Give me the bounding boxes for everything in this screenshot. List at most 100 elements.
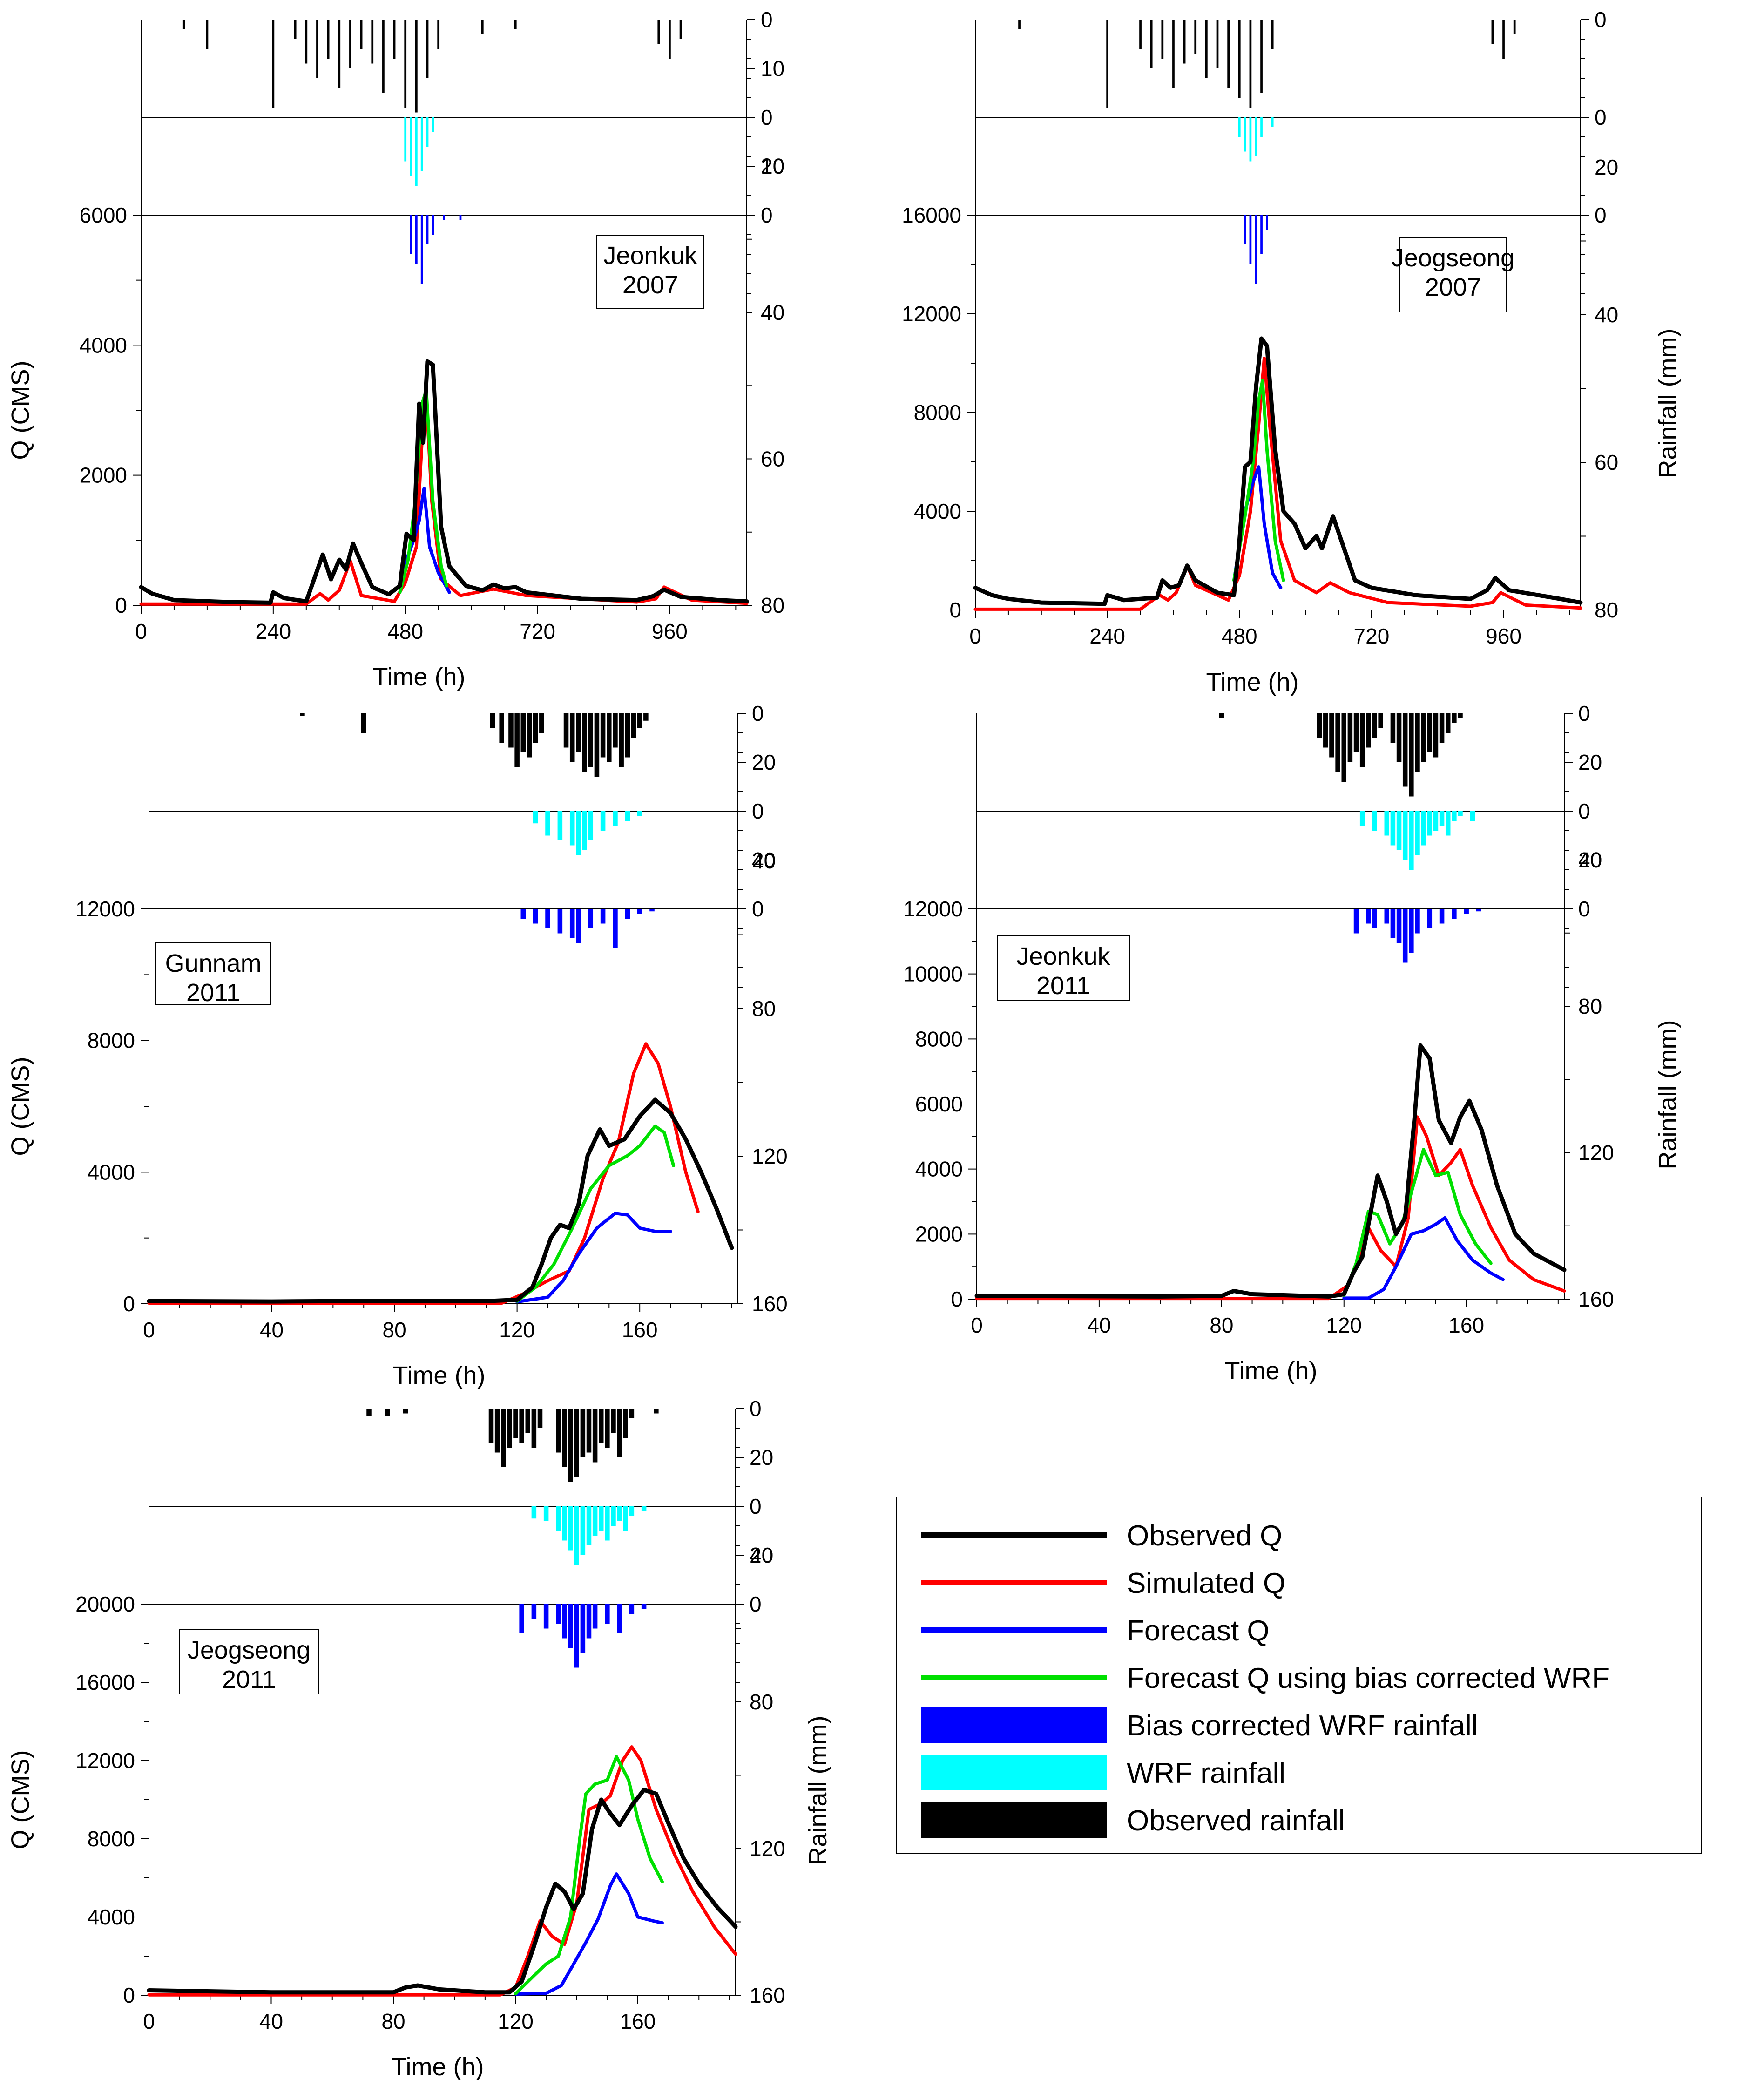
bias-rain-bar <box>1266 215 1268 230</box>
observed-rain-bar <box>488 1409 494 1443</box>
observed-q-line <box>139 359 749 605</box>
station-year: 2011 <box>186 979 240 1007</box>
x-tick-label: 40 <box>1087 1313 1111 1337</box>
observed-rain-bar <box>1439 713 1445 743</box>
observed-rain-bar <box>1172 20 1175 88</box>
strip-tick-label: 0 <box>761 203 773 227</box>
y2-tick-label: 40 <box>1578 848 1602 872</box>
wrf-rain-bar <box>533 811 538 824</box>
wrf-rain-bar <box>1390 811 1396 846</box>
x-tick-label: 720 <box>520 619 555 644</box>
x-axis-label: Time (h) <box>392 2053 484 2081</box>
station-year: 2007 <box>1425 273 1481 301</box>
legend-label: Observed rainfall <box>1127 1805 1345 1837</box>
bias-rain-bar <box>1439 909 1445 924</box>
strip-tick-label: 0 <box>1578 799 1590 823</box>
bias-rain-bar <box>588 909 594 928</box>
wrf-rain-bar <box>613 811 618 826</box>
bias-rain-bar <box>426 215 429 244</box>
wrf-rain-bar <box>420 117 423 171</box>
strip-tick-label: 0 <box>752 799 764 823</box>
observed-rain-bar <box>679 20 682 39</box>
observed-rain-bar <box>1329 713 1334 758</box>
observed-rain-bar <box>316 20 318 78</box>
legend-label: WRF rainfall <box>1127 1757 1285 1789</box>
station-label-box <box>179 1629 319 1694</box>
wrf-rain-bar <box>588 811 594 840</box>
observed-rain-bar <box>1227 20 1230 88</box>
forecast-q-line <box>514 1872 664 1996</box>
strip-tick-label: 0 <box>750 1592 762 1616</box>
x-tick-label: 80 <box>381 2009 405 2033</box>
bias-rain-bar <box>562 1604 567 1639</box>
observed-rain-bar <box>574 1409 579 1477</box>
bias-rain-bar <box>1372 909 1377 928</box>
y2-tick-label: 80 <box>1595 598 1618 622</box>
observed-rain-bar <box>1317 713 1322 738</box>
observed-rain-bar <box>1347 713 1353 762</box>
observed-rain-bar <box>481 20 484 34</box>
panel-jeonkuk-2007: 0 240 480 720 960 0 2000 4000 6000 20 40 60 80 0 10 0 10… <box>7 7 784 691</box>
observed-rain-bar <box>533 713 538 743</box>
y2-tick-label: 40 <box>750 1543 773 1567</box>
wrf-rain-bar <box>580 1506 586 1555</box>
bias-rain-bar <box>1353 909 1359 934</box>
observed-rain-bar <box>556 1409 561 1453</box>
observed-rain-bar <box>366 1409 372 1416</box>
observed-rain-bar <box>1390 713 1396 743</box>
legend-swatch-block <box>921 1755 1107 1790</box>
observed-rain-bar <box>586 1409 592 1453</box>
x-tick-label: 40 <box>260 1318 284 1342</box>
bias-rain-bar <box>613 909 618 948</box>
observed-rain-bar <box>654 1409 659 1414</box>
y2-tick-label: 40 <box>752 849 776 873</box>
strip-tick-label: 0 <box>1595 105 1607 129</box>
observed-rain-bar <box>619 713 624 767</box>
forecast-bc_q-line <box>1342 1148 1493 1297</box>
bias-rain-bar <box>592 1604 598 1629</box>
observed-rain-bar <box>1335 713 1340 772</box>
observed-rain-bar <box>182 20 185 29</box>
y-tick-label: 8000 <box>88 1827 135 1851</box>
forecast-bc_q-line <box>514 1755 664 1996</box>
simulated-q-line <box>147 1745 737 1997</box>
y-tick-label: 8000 <box>88 1029 135 1053</box>
observed-rain-bar <box>393 20 396 59</box>
wrf-rain-bar <box>1402 811 1408 860</box>
wrf-rain-bar <box>556 1506 561 1531</box>
observed-rain-bar <box>1458 713 1463 718</box>
legend-label: Forecast Q <box>1127 1615 1270 1647</box>
forecast-bc_q-line <box>1232 379 1285 582</box>
y2-axis-label: Rainfall (mm) <box>1654 1020 1682 1169</box>
wrf-rain-bar <box>625 811 630 821</box>
wrf-rain-bar <box>1409 811 1414 870</box>
observed-rain-bar <box>404 20 407 108</box>
observed-rain-bar <box>371 20 374 64</box>
y2-tick-label: 20 <box>1595 155 1618 179</box>
y-tick-label: 0 <box>951 1287 963 1311</box>
simulated-q-line <box>147 1042 700 1305</box>
observed-rain-bar <box>499 713 504 743</box>
wrf-rain-bar <box>531 1506 537 1519</box>
observed-rain-bar <box>403 1409 408 1414</box>
observed-rain-bar <box>1194 20 1197 54</box>
wrf-rain-bar <box>1470 811 1475 821</box>
bias-rain-bar <box>543 1604 549 1629</box>
wrf-rain-bar <box>641 1506 647 1511</box>
wrf-rain-bar <box>629 1506 635 1516</box>
bias-rain-bar <box>420 215 423 284</box>
wrf-rain-bar <box>599 1506 604 1531</box>
y2-tick-label: 80 <box>752 996 776 1021</box>
observed-rain-bar <box>1396 713 1402 762</box>
y2-tick-label: 120 <box>750 1836 785 1861</box>
bias-rain-bar <box>1396 909 1402 943</box>
wrf-rain-bar <box>1452 811 1457 821</box>
observed-rain-bar <box>563 713 569 748</box>
wrf-rain-bar <box>586 1506 592 1545</box>
wrf-rain-bar <box>1396 811 1402 850</box>
bias-rain-bar <box>568 1604 573 1648</box>
wrf-rain-bar <box>1439 811 1445 826</box>
x-tick-label: 160 <box>620 2009 656 2033</box>
bias-rain-bar <box>519 1604 524 1633</box>
y2-tick-label: 120 <box>752 1144 788 1168</box>
